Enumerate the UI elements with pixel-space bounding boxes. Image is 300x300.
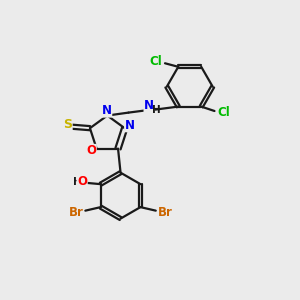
Text: N: N: [144, 99, 154, 112]
Text: Cl: Cl: [149, 55, 162, 68]
Text: O: O: [77, 175, 87, 188]
Text: Br: Br: [68, 206, 83, 219]
Text: H: H: [152, 105, 161, 115]
Text: H: H: [73, 176, 82, 187]
Text: O: O: [86, 144, 96, 158]
Text: Br: Br: [158, 206, 172, 219]
Text: Cl: Cl: [218, 106, 230, 119]
Text: S: S: [63, 118, 72, 131]
Text: N: N: [102, 104, 112, 117]
Text: N: N: [125, 119, 135, 132]
